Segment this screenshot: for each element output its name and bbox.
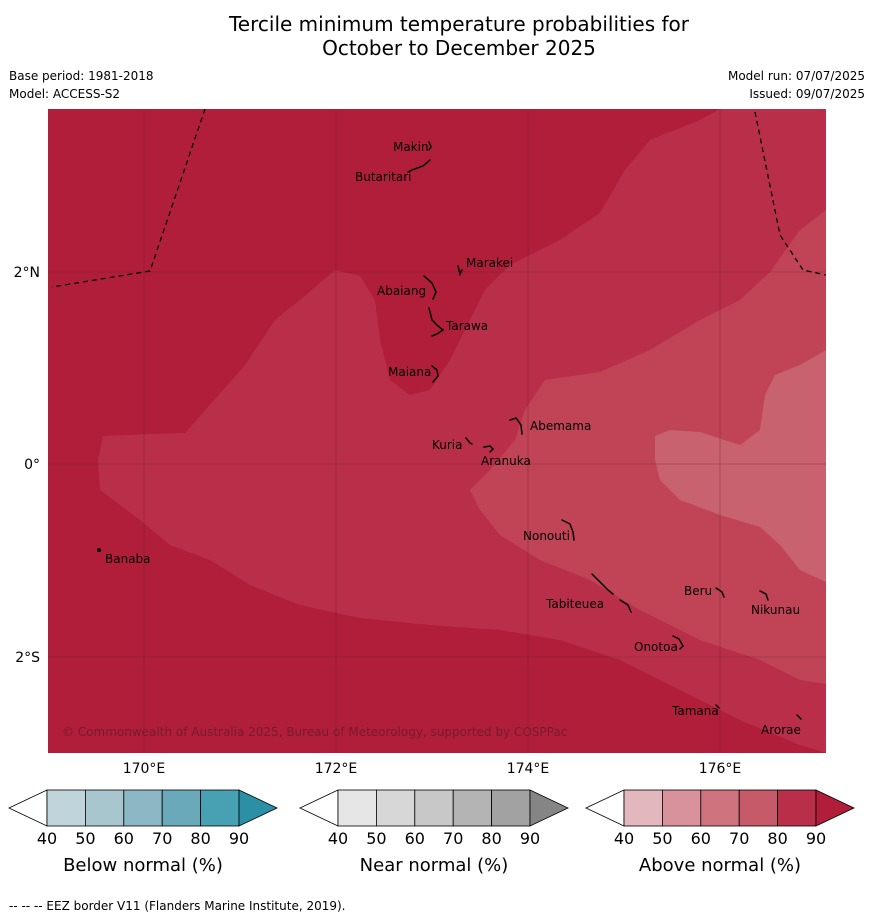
label-nikunau: Nikunau	[751, 603, 800, 617]
legend-near-normal: 40 50 60 70 80 90 Near normal (%)	[299, 789, 569, 876]
label-arorae: Arorae	[761, 723, 801, 737]
legend-above-swatch-3	[700, 789, 740, 827]
legend-near-tick-40: 40	[328, 829, 348, 848]
legend-near-swatch-3	[414, 789, 454, 827]
footnote-eez: -- -- -- EEZ border V11 (Flanders Marine…	[9, 899, 346, 913]
lon-label-174e: 174°E	[507, 761, 550, 777]
label-abaiang: Abaiang	[377, 284, 426, 298]
legend-near-swatch-2	[375, 789, 416, 827]
legend-above-tick-60: 60	[691, 829, 711, 848]
legend-above-tick-90: 90	[806, 829, 826, 848]
meta-left: Base period: 1981-2018 Model: ACCESS-S2	[9, 67, 154, 103]
legend-near-tick-60: 60	[405, 829, 425, 848]
probability-region-60	[655, 350, 826, 582]
legend-above-swatch-5	[777, 789, 817, 827]
lon-label-176e: 176°E	[699, 761, 742, 777]
label-butaritari: Butaritari	[355, 170, 412, 184]
legend-above-tick-70: 70	[729, 829, 749, 848]
legend-below-tick-60: 60	[114, 829, 134, 848]
probability-region-70	[470, 210, 826, 684]
title-line-2: October to December 2025	[322, 36, 596, 60]
label-tabiteuea: Tabiteuea	[545, 597, 604, 611]
label-nonouti: Nonouti	[523, 529, 570, 543]
legend-above-high-extension	[815, 789, 855, 827]
map-area	[48, 109, 826, 753]
label-makin: Makin	[393, 140, 429, 154]
legend-below-swatch-1	[46, 789, 86, 827]
legend-above-swatch-4	[738, 789, 779, 827]
lon-label-172e: 172°E	[315, 761, 358, 777]
map-title: Tercile minimum temperature probabilitie…	[0, 12, 873, 60]
lat-label-2s: 2°S	[15, 650, 40, 666]
place-labels: Makin Butaritari Marakei Abaiang Tarawa …	[105, 140, 801, 737]
copyright-watermark: © Commonwealth of Australia 2025, Bureau…	[62, 725, 567, 739]
legend-near-swatch-4	[452, 789, 493, 827]
legend-below-low-extension	[8, 789, 48, 827]
legend-near-tick-90: 90	[520, 829, 540, 848]
label-banaba: Banaba	[105, 552, 151, 566]
lat-label-2n: 2°N	[14, 265, 40, 281]
islands	[96, 141, 802, 720]
legend-above-swatch-1	[623, 789, 663, 827]
eez-border	[51, 109, 826, 288]
legend-above-normal: 40 50 60 70 80 90 Above normal (%)	[585, 789, 855, 876]
legend-below-tick-50: 50	[75, 829, 95, 848]
model-run-date: Model run: 07/07/2025	[727, 69, 865, 83]
lat-label-0: 0°	[24, 457, 40, 473]
legend-above-tick-50: 50	[652, 829, 672, 848]
model-name: Model: ACCESS-S2	[9, 87, 121, 101]
title-line-1: Tercile minimum temperature probabilitie…	[228, 12, 690, 36]
latitude-labels: 2°N 0° 2°S	[14, 265, 41, 666]
legend-above-swatch-2	[662, 789, 702, 827]
legend-near-swatch-1	[337, 789, 377, 827]
legend-below-title: Below normal (%)	[63, 855, 223, 876]
label-maiana: Maiana	[388, 365, 431, 379]
legend-below-swatch-2	[85, 789, 125, 827]
legend-above-title: Above normal (%)	[639, 855, 801, 876]
label-tarawa: Tarawa	[445, 319, 488, 333]
label-abemama: Abemama	[530, 419, 591, 433]
legend-near-tick-80: 80	[481, 829, 501, 848]
graticule	[48, 109, 826, 753]
label-onotoa: Onotoa	[634, 640, 678, 654]
label-beru: Beru	[684, 584, 712, 598]
legend-below-swatch-4	[161, 789, 201, 827]
legend-below-swatch-3	[123, 789, 163, 827]
legend-below-tick-80: 80	[190, 829, 210, 848]
legend-below-tick-90: 90	[229, 829, 249, 848]
label-marakei: Marakei	[466, 256, 513, 270]
issued-date: Issued: 09/07/2025	[749, 87, 865, 101]
label-tamana: Tamana	[671, 704, 719, 718]
legend-below-tick-70: 70	[152, 829, 172, 848]
legend-below-tick-40: 40	[37, 829, 57, 848]
legend-below-swatch-5	[200, 789, 240, 827]
label-aranuka: Aranuka	[481, 454, 531, 468]
legend-below-high-extension	[238, 789, 278, 827]
meta-right: Model run: 07/07/2025 Issued: 09/07/2025	[728, 67, 865, 103]
legend-near-tick-70: 70	[443, 829, 463, 848]
label-kuria: Kuria	[432, 438, 463, 452]
base-period: Base period: 1981-2018	[9, 69, 154, 83]
legend-near-high-extension	[529, 789, 569, 827]
legend-above-tick-80: 80	[767, 829, 787, 848]
legend-above-tick-40: 40	[614, 829, 634, 848]
legend-above-low-extension	[585, 789, 625, 827]
legend-near-tick-50: 50	[366, 829, 386, 848]
legend-near-swatch-5	[491, 789, 531, 827]
legend-near-title: Near normal (%)	[360, 855, 509, 876]
legend-below-normal: 40 50 60 70 80 90 Below normal (%)	[8, 789, 278, 876]
lon-label-170e: 170°E	[123, 761, 166, 777]
longitude-labels: 170°E 172°E 174°E 176°E	[123, 761, 742, 777]
legend-near-low-extension	[299, 789, 339, 827]
